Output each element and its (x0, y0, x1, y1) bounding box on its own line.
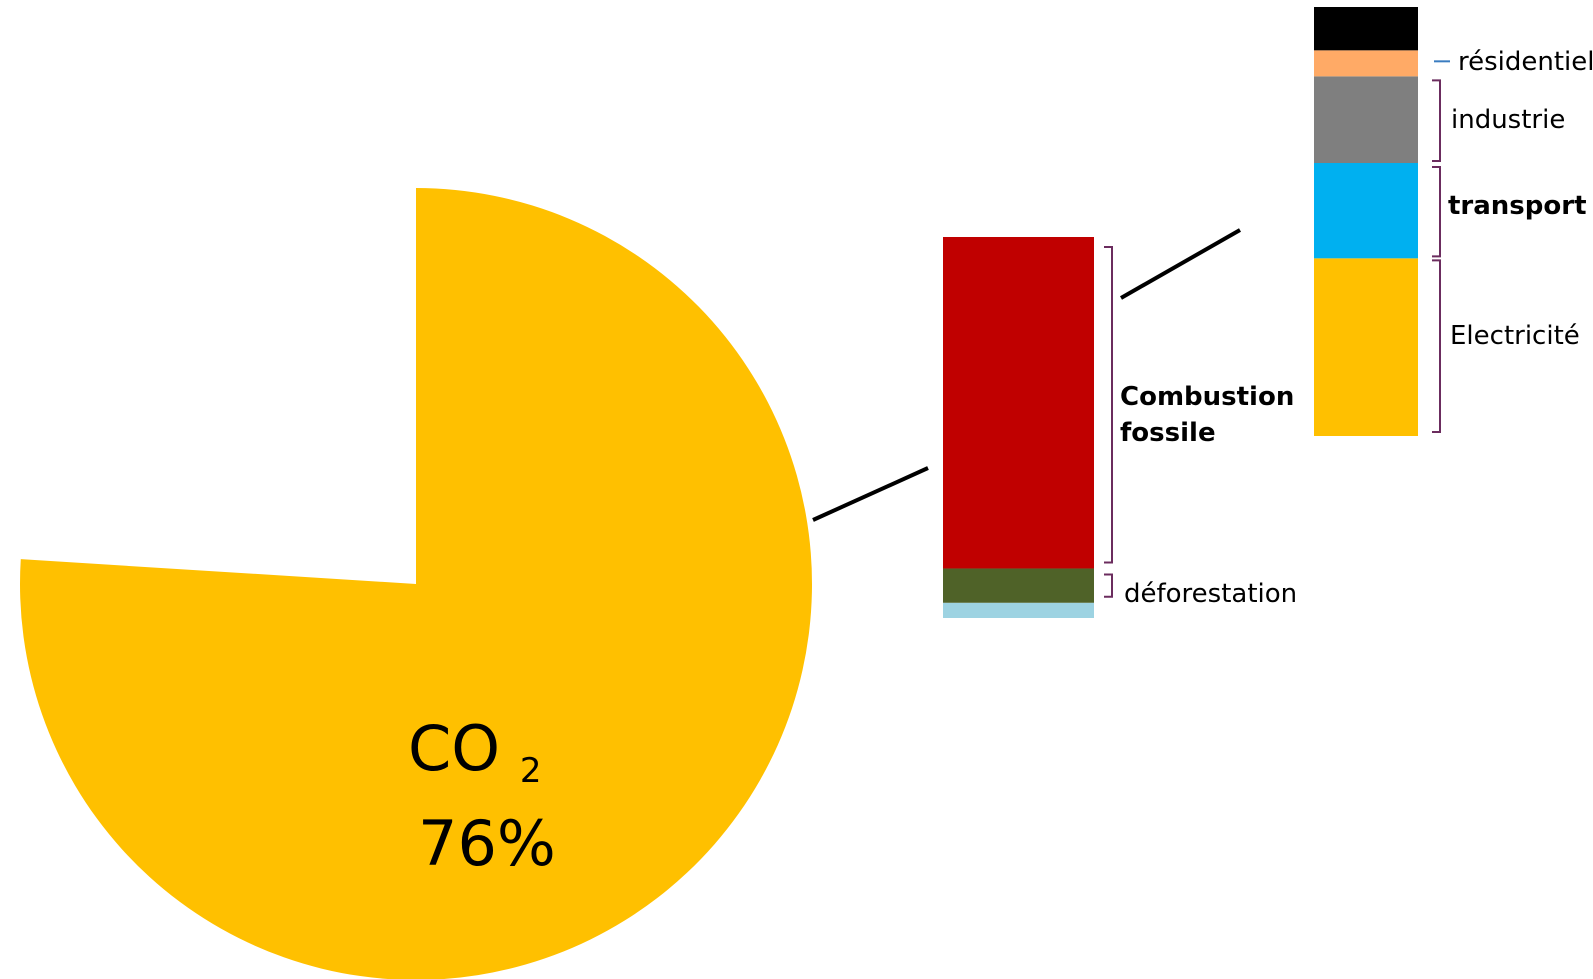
combustion-breakdown-bar-segment-1 (1314, 163, 1418, 259)
bar-to-breakdown-connector (1120, 228, 1241, 300)
label-combustion-fossile: Combustion fossile (1120, 382, 1303, 448)
combustion-breakdown-bar (1314, 7, 1450, 436)
bracket-combustion (1104, 246, 1113, 564)
co2-sources-bar-segment-2 (943, 237, 1094, 569)
pie-label: CO 2 (408, 712, 541, 791)
pie-percent-label: 76% (418, 807, 556, 880)
label-industrie: industrie (1451, 105, 1565, 135)
bracket-electricite (1432, 259, 1441, 433)
label-electricite: Electricité (1450, 321, 1580, 351)
pie-label-main: CO (408, 712, 500, 785)
co2-sources-bar-segment-1 (943, 568, 1094, 603)
bracket-deforestation (1104, 573, 1113, 598)
label-transport: transport (1448, 191, 1587, 221)
combustion-breakdown-bar-segment-3 (1314, 50, 1418, 77)
label-combustion-line2: fossile (1120, 418, 1216, 448)
combustion-breakdown-bar-segment-2 (1314, 76, 1418, 163)
pie-label-subscript: 2 (520, 751, 542, 791)
label-residentiel: résidentiel (1458, 47, 1593, 77)
combustion-breakdown-bar-segment-0 (1314, 258, 1418, 436)
pie-to-bar-connector (812, 466, 929, 522)
bracket-industrie (1432, 79, 1441, 162)
bracket-transport (1432, 166, 1441, 258)
combustion-breakdown-bar-segment-4 (1314, 7, 1418, 51)
pie-slice-co2 (20, 188, 812, 979)
label-combustion-line1: Combustion (1120, 382, 1294, 412)
label-deforestation: déforestation (1124, 579, 1297, 609)
co2-pie (20, 188, 812, 979)
co2-sources-bar (943, 237, 1113, 618)
co2-sources-bar-segment-0 (943, 602, 1094, 618)
